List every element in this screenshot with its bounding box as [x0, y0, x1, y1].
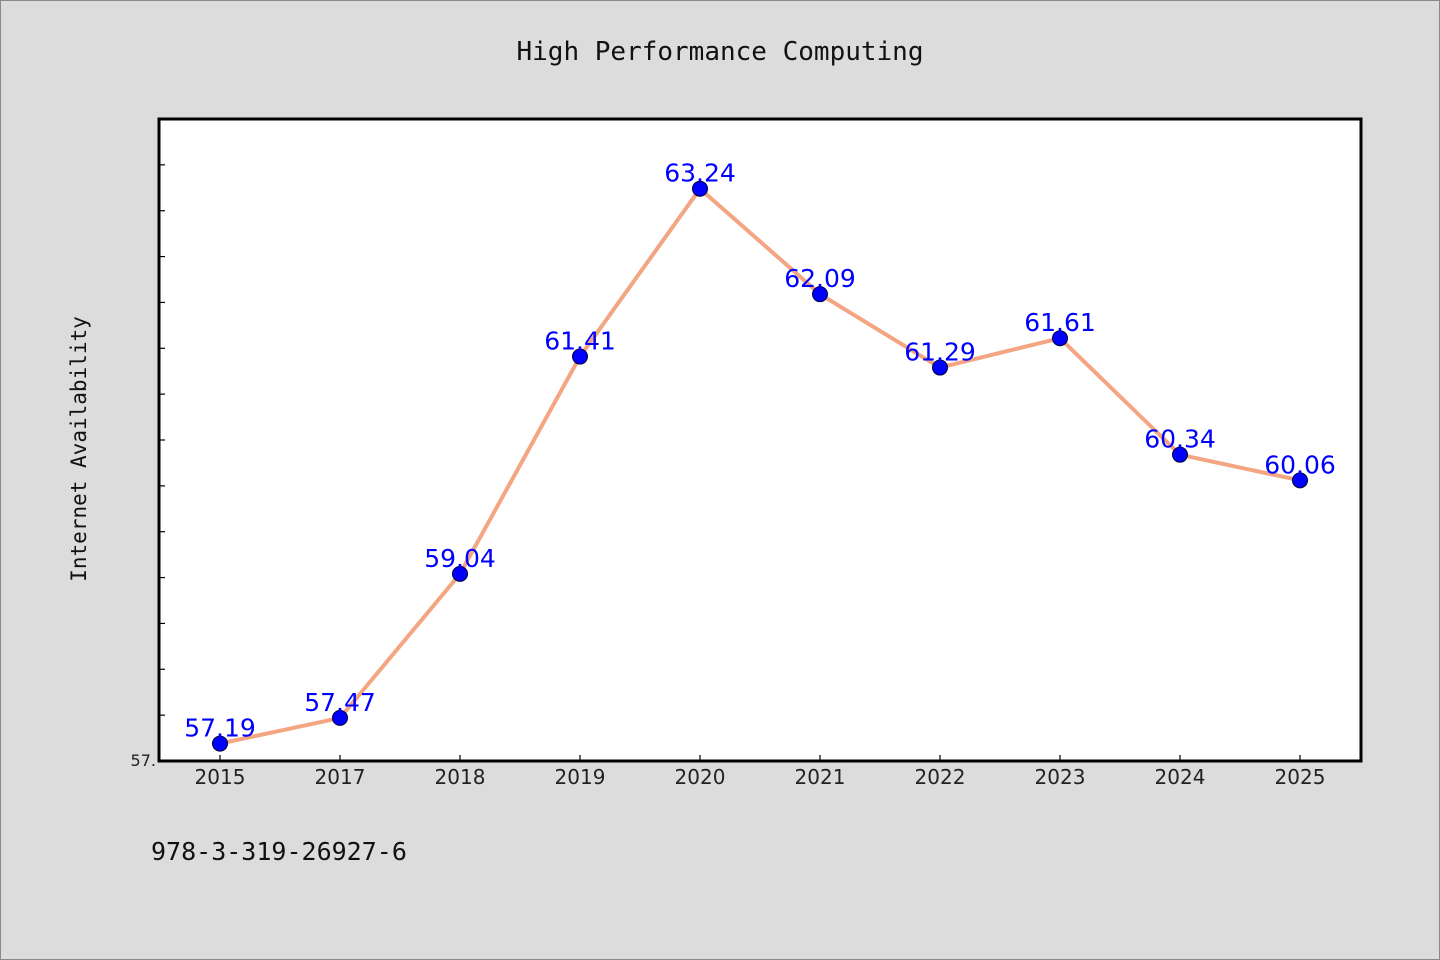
data-label-2022: 61.29: [904, 338, 976, 367]
data-label-2015: 57.19: [184, 714, 256, 743]
data-point-2025: [1292, 472, 1308, 489]
data-point-2015: [212, 735, 228, 752]
x-tick-label-2019: 2019: [555, 765, 606, 789]
x-tick-label-2024: 2024: [1155, 765, 1206, 789]
data-label-2020: 63.24: [664, 159, 736, 188]
data-point-2024: [1172, 446, 1188, 463]
series-layer: [218, 186, 1302, 746]
data-point-2018: [452, 565, 468, 582]
x-tick-label-2020: 2020: [675, 765, 726, 789]
series-line: [218, 186, 1302, 746]
marker-layer: [212, 180, 1308, 752]
x-tick-label-2023: 2023: [1035, 765, 1086, 789]
x-tick-label-2025: 2025: [1275, 765, 1326, 789]
data-point-2017: [332, 709, 348, 726]
data-label-layer: 57.19 57.47 59.04 61.41 63.24 62.09 61.29 61.61…: [184, 159, 1336, 743]
isbn-caption: 978-3-319-26927-6: [151, 837, 407, 866]
data-label-2019: 61.41: [544, 327, 616, 356]
data-point-2020: [692, 180, 708, 197]
data-label-2017: 57.47: [304, 688, 376, 717]
data-point-2019: [572, 348, 588, 365]
y-axis-tick-labels: 57.: [131, 751, 156, 770]
chart-title: High Performance Computing: [516, 37, 924, 67]
y-axis-ticks: [159, 118, 165, 762]
data-point-2021: [812, 286, 828, 303]
data-label-2025: 60.06: [1264, 450, 1336, 479]
y-tick-label-0: 57.: [131, 751, 156, 770]
data-point-2022: [932, 359, 948, 376]
data-point-2023: [1052, 330, 1068, 347]
x-tick-label-2021: 2021: [795, 765, 846, 789]
x-tick-label-2022: 2022: [915, 765, 966, 789]
x-axis-ticks: 2015 2017 2018 2019 2020 2021 2022 2023 2024 2025: [195, 755, 1326, 789]
data-label-2023: 61.61: [1024, 308, 1096, 337]
data-label-2021: 62.09: [784, 264, 856, 293]
x-tick-label-2018: 2018: [435, 765, 486, 789]
plot-area: [157, 117, 1363, 763]
x-tick-label-2015: 2015: [195, 765, 246, 789]
data-label-2018: 59.04: [424, 544, 496, 573]
data-label-2024: 60.34: [1144, 425, 1216, 454]
x-tick-label-2017: 2017: [315, 765, 366, 789]
